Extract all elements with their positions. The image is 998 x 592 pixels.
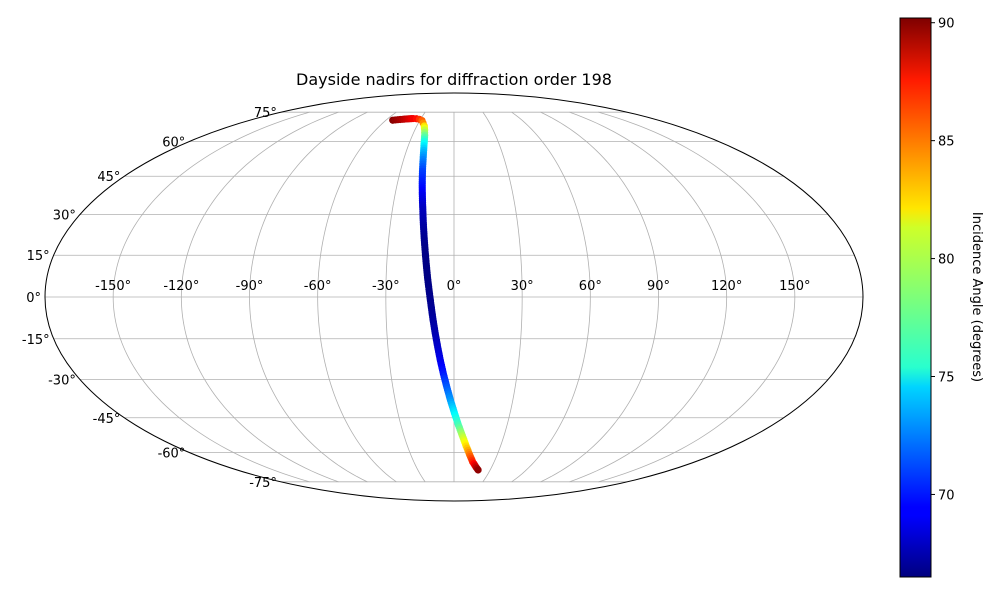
longitude-tick-label: -30° bbox=[372, 279, 400, 294]
chart-title: Dayside nadirs for diffraction order 198 bbox=[296, 70, 612, 89]
latitude-tick-label: -45° bbox=[93, 412, 121, 427]
latitude-tick-labels: -75° -60° -45° -30° -15° 0° 15° 30° 45° 60° 75° bbox=[22, 106, 277, 491]
latitude-tick-label: 75° bbox=[254, 106, 277, 121]
grid-meridian bbox=[511, 111, 591, 483]
latitude-tick-label: 15° bbox=[27, 249, 50, 264]
longitude-tick-label: -150° bbox=[95, 279, 131, 294]
colorbar-label: Incidence Angle (degrees) bbox=[969, 212, 984, 382]
longitude-tick-label: 30° bbox=[511, 279, 534, 294]
grid-meridian bbox=[317, 111, 397, 483]
grid-meridian bbox=[482, 111, 523, 483]
longitude-tick-label: 0° bbox=[447, 279, 462, 294]
latitude-tick-label: -75° bbox=[249, 476, 277, 491]
longitude-tick-label: -120° bbox=[163, 279, 199, 294]
longitude-tick-label: 60° bbox=[579, 279, 602, 294]
colorbar bbox=[899, 17, 932, 578]
grid-meridian bbox=[249, 111, 368, 483]
longitude-tick-labels: -150° -120° -90° -60° -30° 0° 30° 60° 90° 120° 150… bbox=[95, 279, 810, 294]
latitude-tick-label: 60° bbox=[162, 135, 185, 150]
latitude-tick-label: 45° bbox=[97, 170, 120, 185]
data-points bbox=[389, 114, 482, 474]
latitude-tick-label: -15° bbox=[22, 333, 50, 348]
map-outline bbox=[44, 92, 864, 502]
longitude-tick-label: -60° bbox=[304, 279, 332, 294]
latitude-tick-label: 30° bbox=[53, 209, 76, 224]
colorbar-tick-label: 85 bbox=[938, 135, 955, 150]
grid-meridian bbox=[180, 111, 339, 483]
colorbar-tick-label: 80 bbox=[938, 253, 955, 268]
latitude-tick-label: -30° bbox=[48, 373, 76, 388]
longitude-tick-label: 90° bbox=[647, 279, 670, 294]
data-point bbox=[474, 466, 482, 474]
longitude-tick-label: -90° bbox=[236, 279, 264, 294]
grid-meridian bbox=[569, 111, 728, 483]
grid-meridian bbox=[112, 111, 310, 483]
latitude-tick-label: -60° bbox=[158, 447, 186, 462]
grid-meridian bbox=[540, 111, 659, 483]
longitude-tick-label: 120° bbox=[711, 279, 742, 294]
colorbar-tick-label: 70 bbox=[938, 488, 955, 503]
colorbar-tick-label: 75 bbox=[938, 371, 955, 386]
grid-meridian bbox=[598, 111, 796, 483]
longitude-tick-label: 150° bbox=[779, 279, 810, 294]
graticule bbox=[45, 111, 863, 483]
latitude-tick-label: 0° bbox=[26, 291, 41, 306]
colorbar-tick-label: 90 bbox=[938, 17, 955, 32]
colorbar-ticks: 70 75 80 85 90 bbox=[931, 17, 955, 503]
grid-meridian bbox=[385, 111, 426, 483]
